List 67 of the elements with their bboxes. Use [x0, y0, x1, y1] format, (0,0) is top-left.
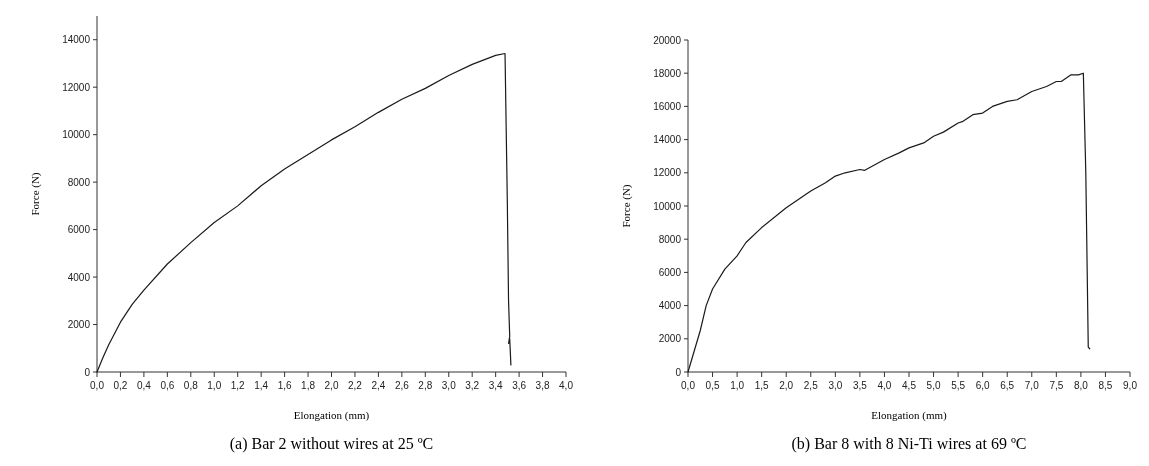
y-tick-label: 8000 — [67, 176, 91, 188]
y-tick-label: 18000 — [653, 67, 682, 79]
x-tick-label: 3,5 — [852, 380, 868, 391]
y-tick-label: 4000 — [67, 271, 91, 283]
y-tick-label: 8000 — [658, 233, 682, 245]
y-tick-label: 14000 — [653, 134, 682, 146]
x-tick-label: 2,4 — [371, 380, 386, 391]
x-tick-label: 0,2 — [113, 380, 128, 391]
x-tick-label: 3,8 — [535, 380, 550, 391]
x-tick-label: 3,2 — [465, 380, 480, 391]
x-tick-label: 1,4 — [254, 380, 269, 391]
x-tick-label: 1,2 — [230, 380, 246, 391]
x-tick-label: 6,0 — [975, 380, 991, 391]
y-tick-label: 0 — [84, 366, 91, 378]
x-tick-label: 1,0 — [207, 380, 222, 391]
x-tick-label: 2,2 — [348, 380, 363, 391]
x-axis-title: Elongation (mm) — [871, 409, 948, 422]
x-tick-label: 1,8 — [301, 380, 316, 391]
x-tick-label: 0,6 — [160, 380, 175, 391]
y-tick-label: 4000 — [658, 300, 682, 312]
x-tick-label: 6,5 — [1000, 380, 1015, 391]
y-axis-title: Force (N) — [620, 184, 633, 228]
y-tick-label: 20000 — [653, 34, 682, 46]
x-tick-label: 3,4 — [488, 380, 504, 391]
x-tick-label: 2,5 — [803, 380, 819, 391]
x-tick-label: 3,0 — [441, 380, 457, 391]
x-tick-label: 9,0 — [1123, 380, 1138, 391]
y-axis-title: Force (N) — [29, 172, 42, 216]
y-tick-label: 6000 — [67, 224, 91, 236]
x-tick-label: 3,6 — [512, 380, 527, 391]
x-tick-label: 4,0 — [559, 380, 574, 391]
y-tick-label: 14000 — [62, 34, 91, 46]
x-tick-label: 0,4 — [136, 380, 152, 391]
x-tick-label: 4,5 — [902, 380, 917, 391]
x-tick-label: 7,0 — [1024, 380, 1040, 391]
x-tick-label: 5,0 — [926, 380, 941, 391]
x-tick-label: 2,0 — [324, 380, 339, 391]
x-tick-label: 0,0 — [681, 380, 696, 391]
x-tick-label: 1,0 — [730, 380, 745, 391]
y-tick-label: 2000 — [658, 333, 682, 345]
x-tick-label: 8,5 — [1098, 380, 1113, 391]
x-tick-label: 3,0 — [828, 380, 843, 391]
x-axis-title: Elongation (mm) — [293, 409, 370, 422]
line-series — [687, 72, 1091, 373]
x-tick-label: 0,0 — [90, 380, 105, 391]
text: (b) Bar 8 with 8 Ni-Ti wires at 69 ºC — [791, 435, 1027, 453]
x-tick-label: 8,0 — [1073, 380, 1089, 391]
x-tick-label: 4,0 — [877, 380, 892, 391]
x-tick-label: 2,0 — [779, 380, 794, 391]
y-tick-label: 10000 — [62, 129, 91, 141]
x-tick-label: 5,5 — [951, 380, 966, 391]
x-tick-label: 0,8 — [183, 380, 199, 391]
x-tick-label: 2,8 — [418, 380, 433, 391]
text: (a) Bar 2 without wires at 25 ºC — [229, 435, 434, 453]
y-tick-label: 10000 — [653, 200, 682, 212]
x-tick-label: 1,6 — [277, 380, 292, 391]
y-tick-label: 2000 — [67, 319, 91, 331]
y-tick-label: 0 — [675, 366, 682, 378]
x-tick-label: 1,5 — [754, 380, 770, 391]
x-tick-label: 7,5 — [1049, 380, 1064, 391]
y-tick-label: 6000 — [658, 266, 682, 278]
line-series — [96, 52, 512, 373]
y-tick-label: 12000 — [653, 167, 682, 179]
x-tick-label: 0,5 — [705, 380, 720, 391]
x-tick-label: 2,6 — [394, 380, 410, 391]
y-tick-label: 12000 — [62, 81, 91, 93]
y-tick-label: 16000 — [653, 100, 682, 112]
